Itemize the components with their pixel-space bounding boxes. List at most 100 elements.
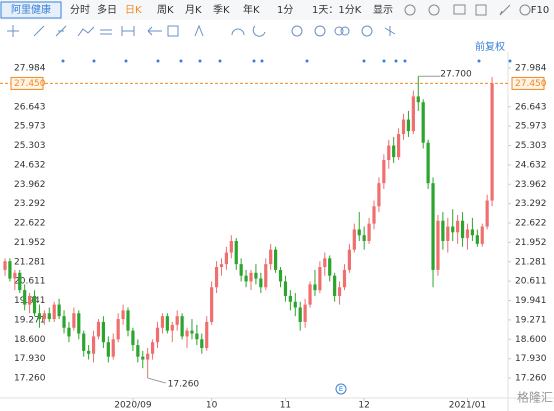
- candle-body: [155, 327, 160, 343]
- y-tick-label-left: 24.632: [14, 160, 46, 170]
- toolbar-item[interactable]: 日K: [125, 5, 142, 16]
- watermark: 格隆汇: [517, 390, 553, 405]
- candle-body: [52, 304, 56, 320]
- candle-body: [87, 350, 91, 354]
- candle-body: [323, 258, 327, 268]
- y-tick-label-right: 26.643: [515, 102, 547, 112]
- y-tick-label-right: 17.260: [515, 374, 547, 384]
- candle-body: [347, 249, 351, 270]
- y-tick-label-left: 23.292: [14, 199, 46, 209]
- y-tick-label-left: 18.600: [14, 335, 46, 345]
- low-label: 17.260: [168, 380, 200, 390]
- draw-icons: [7, 24, 396, 37]
- adjust-label[interactable]: 前复权: [475, 40, 505, 53]
- adjust-box[interactable]: [508, 40, 554, 52]
- toolbar-item[interactable]: 1天：1分K: [312, 4, 362, 16]
- candle-body: [274, 249, 278, 270]
- y-tick-label-right: 24.632: [515, 160, 547, 170]
- y-tick-label-right: 27.984: [515, 63, 547, 73]
- candle-body: [392, 145, 396, 158]
- candle-body: [278, 269, 283, 282]
- candle-body: [475, 235, 479, 244]
- candle-body: [264, 264, 268, 288]
- candle-body: [214, 267, 219, 288]
- candle-body: [72, 313, 76, 328]
- candle-body: [160, 316, 165, 328]
- toolbar-item[interactable]: 多日: [97, 3, 117, 16]
- candle-body: [200, 339, 204, 348]
- toolbar-item[interactable]: 周K: [157, 4, 174, 16]
- y-tick-label-right: 20.611: [515, 277, 547, 287]
- candle-body: [465, 229, 470, 239]
- candle-body: [259, 278, 263, 288]
- toolbar-item[interactable]: 年K: [243, 3, 260, 16]
- candle-body: [37, 313, 42, 320]
- candle-body: [490, 83, 494, 201]
- y-tick-label-right: 25.303: [515, 141, 547, 151]
- candle-body: [18, 272, 22, 291]
- candle-body: [151, 342, 155, 354]
- candle-body: [77, 313, 81, 334]
- candle-body: [190, 330, 194, 334]
- candle-body: [57, 304, 61, 317]
- candle-body: [185, 330, 189, 337]
- candle-body: [210, 287, 214, 322]
- candle-body: [175, 316, 179, 325]
- y-tick-label-left: 22.622: [14, 219, 46, 229]
- candle-body: [441, 220, 445, 241]
- candle-body: [421, 102, 425, 143]
- candle-body: [62, 316, 66, 328]
- candle-body: [293, 301, 297, 308]
- toolbar-item[interactable]: 季K: [213, 4, 230, 16]
- toolbar-item[interactable]: 1分: [277, 4, 293, 16]
- y-tick-label-left: 17.260: [14, 374, 46, 384]
- candle-body: [146, 353, 150, 360]
- event-dots: [61, 59, 512, 63]
- candle-body: [111, 339, 115, 357]
- candle-body: [141, 356, 145, 360]
- candle-body: [101, 321, 105, 343]
- candle-body: [426, 142, 430, 184]
- candle-body: [195, 333, 199, 340]
- e-icon: E: [335, 383, 347, 395]
- candle-body: [460, 220, 465, 239]
- toolbar-item[interactable]: 分时: [70, 4, 90, 16]
- candle-body: [357, 229, 361, 236]
- candle-body: [116, 319, 120, 340]
- toolbar-item[interactable]: F10: [531, 5, 549, 16]
- y-tick-label-right: 21.952: [515, 238, 547, 248]
- y-tick-label-right: 25.973: [515, 122, 547, 132]
- candle-body: [342, 269, 347, 288]
- candle-body: [121, 310, 125, 320]
- candle-body: [308, 284, 312, 305]
- candle-body: [32, 295, 37, 314]
- candle-body: [269, 249, 273, 265]
- y-tick-label-left: 17.930: [14, 354, 46, 364]
- svg-text:E: E: [339, 385, 343, 393]
- last-price-label: 27.450: [14, 79, 46, 89]
- toolbar-item[interactable]: 显示: [373, 4, 393, 16]
- y-tick-label-right: 23.962: [515, 180, 547, 190]
- candle-body: [82, 333, 86, 351]
- candle-body: [333, 275, 337, 296]
- y-tick-label-right: 17.930: [515, 354, 547, 364]
- y-tick-label-left: 20.611: [14, 277, 46, 287]
- candle-body: [436, 220, 440, 270]
- y-tick-label-right: 19.941: [515, 296, 547, 306]
- toolbar-item[interactable]: 月K: [185, 4, 202, 16]
- last-price-box: [511, 76, 545, 90]
- candle-body: [131, 330, 135, 346]
- candle-body: [470, 229, 474, 236]
- y-tick-label-left: 21.281: [14, 257, 46, 267]
- candle-body: [47, 313, 51, 320]
- last-price-label: 27.450: [515, 79, 547, 89]
- candle-body: [254, 272, 258, 279]
- candle-body: [224, 252, 228, 265]
- y-tick-label-left: 27.984: [14, 63, 46, 73]
- candle-body: [67, 327, 71, 337]
- candle-body: [136, 345, 140, 357]
- candle-body: [298, 307, 302, 322]
- stock-tab[interactable]: [0, 1, 62, 19]
- y-tick-label-left: 25.973: [14, 122, 46, 132]
- candle-body: [126, 310, 130, 331]
